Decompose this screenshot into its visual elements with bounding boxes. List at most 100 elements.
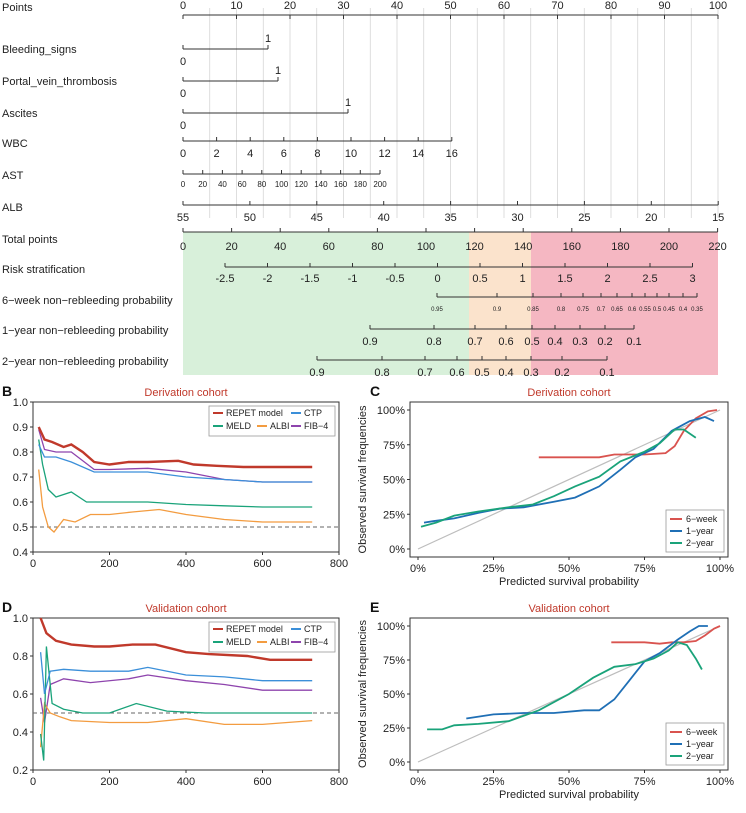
nomogram: Points 0 10 20 30 40 50 60 70 80 90 100Bleeding_sig… xyxy=(2,0,727,379)
x-tick-label: 0 xyxy=(30,558,36,570)
tick-label: 0 xyxy=(181,180,186,189)
tick-label: 0.4 xyxy=(498,367,513,379)
series-line-6-week xyxy=(538,409,718,459)
tick-label: 1 xyxy=(275,65,281,77)
tick-label: 0.5 xyxy=(524,336,539,348)
legend-label: CTP xyxy=(304,408,322,418)
tick-label: 80 xyxy=(371,241,383,253)
tick-label: 180 xyxy=(611,241,629,253)
tick-label: 0.7 xyxy=(597,307,606,313)
tick-label: -1 xyxy=(348,273,358,285)
y-tick-label: 100% xyxy=(377,621,405,633)
series-line-repet-model xyxy=(37,426,313,469)
x-axis-title: Predicted survival probability xyxy=(499,576,640,588)
tick-label: 0.95 xyxy=(431,307,443,313)
legend-label: CTP xyxy=(304,624,322,634)
legend-label: FIB−4 xyxy=(304,421,328,431)
tick-label: 70 xyxy=(551,0,563,12)
panel-letter: B xyxy=(2,383,12,399)
tick-label: -2.5 xyxy=(216,273,235,285)
tick-label: 0.2 xyxy=(597,336,612,348)
row-label-2: Portal_vein_thrombosis xyxy=(2,76,117,88)
tick-label: 25 xyxy=(578,212,590,224)
panel-title: Validation cohort xyxy=(145,603,226,615)
x-tick-label: 25% xyxy=(482,776,504,788)
tick-label: 2.5 xyxy=(642,273,657,285)
tick-label: 20 xyxy=(284,0,296,12)
tick-label: 120 xyxy=(295,180,309,189)
legend-label: 6−week xyxy=(686,514,718,524)
series-line-meld xyxy=(38,439,313,508)
tick-label: 14 xyxy=(412,148,424,160)
tick-label: 90 xyxy=(658,0,670,12)
x-tick-label: 400 xyxy=(177,558,195,570)
tick-label: 0.65 xyxy=(611,307,623,313)
tick-label: 0.5 xyxy=(653,307,662,313)
series-line-albi xyxy=(38,469,313,533)
tick-label: 2 xyxy=(214,148,220,160)
tick-label: 0.5 xyxy=(472,273,487,285)
tick-label: 40 xyxy=(274,241,286,253)
zone-high-risk xyxy=(531,232,718,375)
y-tick-label: 0.8 xyxy=(13,447,28,459)
tick-label: 0.1 xyxy=(626,336,641,348)
series-line-albi xyxy=(39,701,313,748)
tick-label: 160 xyxy=(563,241,581,253)
row-label-7: Total points xyxy=(2,234,58,246)
x-tick-label: 0% xyxy=(410,563,426,575)
series-line-1-year xyxy=(466,625,708,720)
tick-label: 100 xyxy=(275,180,289,189)
tick-label: 0.6 xyxy=(449,367,464,379)
series-line-1-year xyxy=(423,416,715,524)
series-line-6-week xyxy=(611,625,721,645)
tick-label: 0 xyxy=(180,148,186,160)
legend-label: 1−year xyxy=(686,739,714,749)
tick-label: 60 xyxy=(498,0,510,12)
panel-c-calibration-derivation: C Derivation cohort 0% 0% 25% 25% 50% 50% 75% 75%… xyxy=(357,383,734,588)
tick-label: 4 xyxy=(247,148,253,160)
tick-label: 16 xyxy=(446,148,458,160)
tick-label: 0.5 xyxy=(474,367,489,379)
tick-label: 20 xyxy=(645,212,657,224)
tick-label: 10 xyxy=(230,0,242,12)
tick-label: 0.7 xyxy=(417,367,432,379)
tick-label: 0.8 xyxy=(374,367,389,379)
legend-label: 2−year xyxy=(686,538,714,548)
series-line-2-year xyxy=(427,641,703,731)
tick-label: -2 xyxy=(263,273,273,285)
x-tick-label: 25% xyxy=(482,563,504,575)
tick-label: 200 xyxy=(373,180,387,189)
tick-label: 0.8 xyxy=(426,336,441,348)
tick-label: 1 xyxy=(265,33,271,45)
x-tick-label: 100% xyxy=(706,776,734,788)
zone-low-risk xyxy=(183,232,469,375)
tick-label: 0 xyxy=(180,241,186,253)
y-tick-label: 50% xyxy=(383,689,405,701)
y-tick-label: 0.4 xyxy=(13,547,28,559)
tick-label: 0 xyxy=(434,273,440,285)
x-tick-label: 0 xyxy=(30,776,36,788)
row-label-9: 6−week non−rebleeding probability xyxy=(2,295,173,307)
tick-label: 60 xyxy=(238,180,247,189)
tick-label: 0.2 xyxy=(554,367,569,379)
tick-label: 60 xyxy=(323,241,335,253)
x-tick-label: 100% xyxy=(706,563,734,575)
y-tick-label: 0% xyxy=(389,544,405,556)
tick-label: 1.5 xyxy=(557,273,572,285)
tick-label: 30 xyxy=(337,0,349,12)
panel-title: Derivation cohort xyxy=(144,387,227,399)
tick-label: 2 xyxy=(604,273,610,285)
tick-label: 3 xyxy=(689,273,695,285)
tick-label: 0.85 xyxy=(527,307,539,313)
x-tick-label: 0% xyxy=(410,776,426,788)
legend-label: ALBI xyxy=(270,421,290,431)
y-axis-title: Observed survival frequencies xyxy=(357,620,369,768)
tick-label: 20 xyxy=(225,241,237,253)
tick-label: 35 xyxy=(444,212,456,224)
series-line-repet-model xyxy=(39,617,313,661)
y-tick-label: 0.6 xyxy=(13,497,28,509)
tick-label: 40 xyxy=(378,212,390,224)
tick-label: 0.6 xyxy=(498,336,513,348)
tick-label: 10 xyxy=(345,148,357,160)
